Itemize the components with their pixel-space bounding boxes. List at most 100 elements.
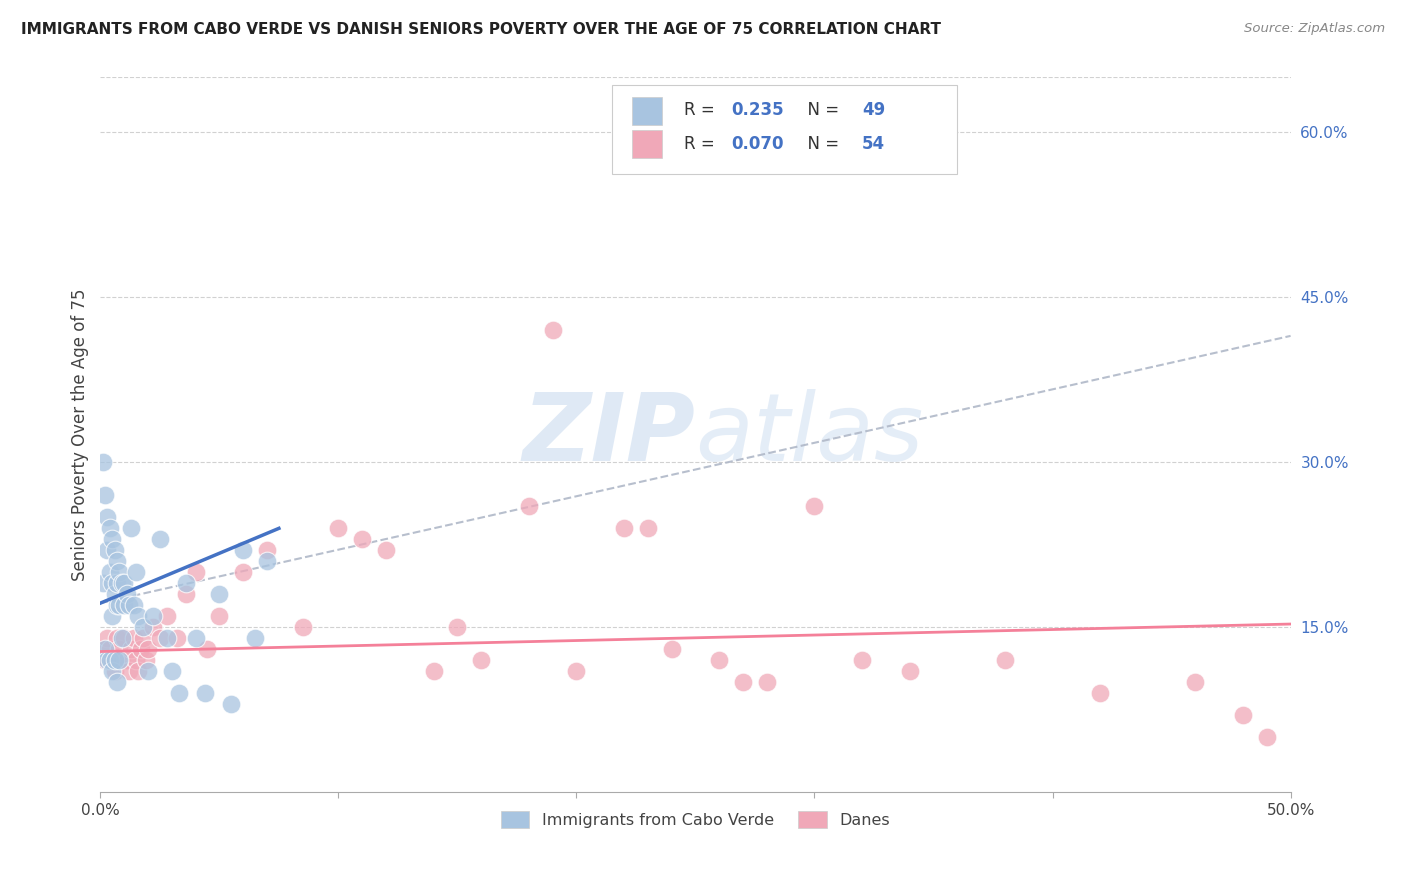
Text: IMMIGRANTS FROM CABO VERDE VS DANISH SENIORS POVERTY OVER THE AGE OF 75 CORRELAT: IMMIGRANTS FROM CABO VERDE VS DANISH SEN… <box>21 22 941 37</box>
Point <box>661 642 683 657</box>
Point <box>803 500 825 514</box>
Point <box>120 521 142 535</box>
Text: N =: N = <box>797 135 844 153</box>
Point <box>375 543 398 558</box>
Point <box>127 665 149 679</box>
Point <box>98 566 121 580</box>
Point <box>994 653 1017 667</box>
Point <box>541 323 564 337</box>
Point <box>135 653 157 667</box>
Point <box>129 642 152 657</box>
Text: R =: R = <box>683 135 720 153</box>
Point <box>149 632 172 646</box>
Point <box>112 599 135 613</box>
Y-axis label: Seniors Poverty Over the Age of 75: Seniors Poverty Over the Age of 75 <box>72 289 89 581</box>
Point <box>733 675 755 690</box>
Point <box>104 665 127 679</box>
Point <box>108 642 131 657</box>
Point <box>1256 731 1278 745</box>
Text: N =: N = <box>797 101 844 119</box>
Point <box>1088 686 1111 700</box>
Point <box>755 675 778 690</box>
Point <box>91 642 114 657</box>
Point <box>208 609 231 624</box>
Point <box>105 599 128 613</box>
Point <box>132 620 155 634</box>
Point <box>96 653 118 667</box>
Point <box>98 653 121 667</box>
Point <box>125 653 148 667</box>
Point <box>517 500 540 514</box>
Point <box>243 632 266 646</box>
Point <box>108 599 131 613</box>
Point <box>105 632 128 646</box>
Point <box>112 632 135 646</box>
Point <box>105 675 128 690</box>
Point <box>142 609 165 624</box>
Point <box>184 632 207 646</box>
Point <box>101 576 124 591</box>
Point <box>352 533 374 547</box>
Point <box>118 599 141 613</box>
Point <box>197 642 219 657</box>
Point <box>105 576 128 591</box>
Point <box>96 632 118 646</box>
Text: 49: 49 <box>862 101 886 119</box>
Point <box>96 543 118 558</box>
Point <box>101 653 124 667</box>
Point <box>91 455 114 469</box>
Point <box>470 653 492 667</box>
Point <box>232 543 254 558</box>
Point <box>118 665 141 679</box>
Point <box>108 566 131 580</box>
Point <box>446 620 468 634</box>
Point <box>291 620 314 634</box>
Point <box>166 632 188 646</box>
Point <box>136 665 159 679</box>
Point <box>149 533 172 547</box>
Point <box>127 609 149 624</box>
Point <box>709 653 731 667</box>
Point <box>111 576 134 591</box>
Text: R =: R = <box>683 101 720 119</box>
Point <box>120 642 142 657</box>
Point <box>174 587 197 601</box>
Point <box>136 642 159 657</box>
Point <box>91 576 114 591</box>
Text: atlas: atlas <box>696 390 924 481</box>
Point <box>208 587 231 601</box>
Point <box>422 665 444 679</box>
Point <box>104 587 127 601</box>
Point <box>96 510 118 524</box>
Point <box>94 653 117 667</box>
Point <box>122 632 145 646</box>
Text: 0.070: 0.070 <box>731 135 783 153</box>
Point <box>194 686 217 700</box>
Point <box>167 686 190 700</box>
Point <box>256 554 278 568</box>
Point <box>115 653 138 667</box>
Point <box>112 576 135 591</box>
Point <box>184 566 207 580</box>
Text: 0.235: 0.235 <box>731 101 783 119</box>
Point <box>94 642 117 657</box>
Point <box>256 543 278 558</box>
Point <box>898 665 921 679</box>
Point <box>108 653 131 667</box>
Point <box>98 642 121 657</box>
Point <box>232 566 254 580</box>
Point <box>142 620 165 634</box>
Point <box>115 587 138 601</box>
Point <box>174 576 197 591</box>
FancyBboxPatch shape <box>612 85 957 174</box>
Point <box>98 521 121 535</box>
Point <box>111 632 134 646</box>
Legend: Immigrants from Cabo Verde, Danes: Immigrants from Cabo Verde, Danes <box>494 805 897 834</box>
Point <box>219 698 242 712</box>
Point <box>125 566 148 580</box>
Point <box>101 533 124 547</box>
Point <box>1184 675 1206 690</box>
Text: Source: ZipAtlas.com: Source: ZipAtlas.com <box>1244 22 1385 36</box>
Point <box>613 521 636 535</box>
Point <box>565 665 588 679</box>
